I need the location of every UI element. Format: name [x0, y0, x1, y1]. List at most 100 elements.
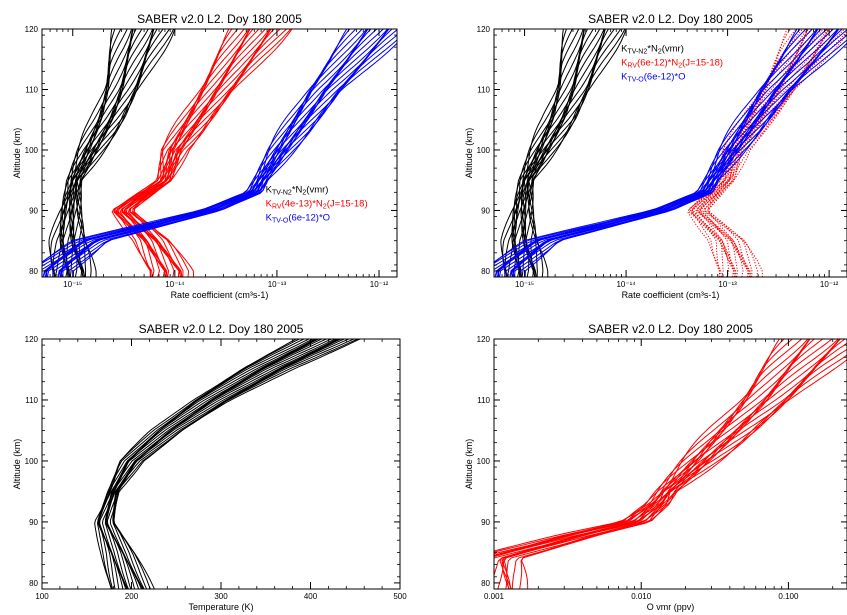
x-tick-label: 500: [393, 592, 407, 601]
y-tick-label: 120: [477, 335, 491, 344]
legend-entry: KTV-N2*N2(vmr): [266, 185, 329, 197]
series-line: [69, 29, 154, 277]
series-line: [121, 29, 272, 277]
x-tick-label: 10⁻¹⁵: [63, 280, 82, 289]
y-tick-label: 100: [25, 146, 39, 155]
series-line: [687, 29, 788, 277]
series-group: [494, 29, 847, 277]
x-axis-label: Rate coefficient (cm³s-1): [171, 290, 269, 300]
series-line: [692, 29, 803, 277]
x-tick-label: 0.001: [484, 592, 505, 601]
y-tick-label: 120: [477, 25, 491, 34]
x-tick-label: 200: [125, 592, 139, 601]
series-line: [62, 29, 137, 277]
series-line: [114, 29, 250, 277]
series-line: [115, 29, 250, 277]
series-line: [526, 29, 622, 277]
y-tick-label: 80: [481, 267, 490, 276]
series-line: [499, 339, 841, 589]
series-line: [506, 29, 580, 277]
series-line: [75, 29, 170, 277]
series-line: [75, 29, 175, 277]
series-line: [122, 29, 271, 277]
series-line: [519, 354, 847, 589]
y-tick-label: 110: [477, 396, 490, 405]
series-line: [69, 29, 149, 277]
series-line: [98, 339, 310, 589]
series-line: [524, 42, 847, 277]
series-line: [67, 39, 397, 277]
series-line: [494, 29, 801, 263]
x-tick-label: 10⁻¹³: [268, 280, 287, 289]
series-line: [514, 29, 588, 277]
chart-panel-1: SABER v2.0 L2. Doy 180 2005 80 90 100 110 120…: [12, 12, 398, 300]
x-tick-label: 400: [304, 592, 318, 601]
series-line: [697, 29, 829, 277]
series-line: [494, 339, 810, 557]
chart-panel-2: SABER v2.0 L2. Doy 180 2005 80 90 100 110 120…: [464, 12, 847, 300]
legend-entry: KTV-O(6e-12)*O: [266, 213, 330, 225]
series-line: [501, 339, 840, 589]
series-line: [693, 29, 797, 277]
chart-title: SABER v2.0 L2. Doy 180 2005: [588, 12, 753, 26]
plot-frame: [41, 28, 398, 278]
series-line: [54, 29, 128, 277]
chart-panel-3: SABER v2.0 L2. Doy 180 2005 80 90 100 110 120…: [12, 322, 407, 612]
x-tick-label: 0.100: [778, 592, 799, 601]
series-line: [520, 29, 606, 277]
series-line: [113, 339, 350, 589]
series-line: [69, 29, 154, 277]
series-line: [512, 29, 585, 277]
series-line: [68, 29, 155, 277]
x-tick-label: 10⁻¹⁴: [616, 280, 636, 289]
series-line: [688, 29, 809, 277]
series-line: [133, 29, 281, 277]
series-line: [76, 29, 176, 277]
plot-frame: [493, 338, 847, 590]
x-axis-label: Rate coefficient (cm³s-1): [622, 290, 720, 300]
y-tick-label: 90: [481, 518, 490, 527]
y-tick-label: 80: [29, 579, 38, 588]
series-line: [528, 29, 615, 277]
series-line: [501, 339, 846, 589]
x-tick-label: 10⁻¹³: [718, 280, 737, 289]
x-tick-label: 300: [214, 592, 228, 601]
series-line: [511, 29, 585, 277]
series-line: [528, 29, 627, 277]
series-line: [130, 29, 292, 277]
x-tick-label: 10⁻¹²: [370, 280, 389, 289]
series-line: [113, 339, 355, 589]
legend-entry: KRV(6e-12)*N2(J=15-18): [621, 57, 723, 69]
series-line: [527, 29, 626, 277]
y-tick-label: 100: [477, 457, 491, 466]
series-line: [511, 29, 584, 277]
series-line: [97, 339, 316, 589]
series-line: [494, 339, 815, 557]
series-line: [701, 29, 818, 277]
series-line: [497, 339, 839, 589]
x-axis-label: Temperature (K): [188, 602, 253, 612]
x-tick-label: 100: [35, 592, 49, 601]
x-tick-label: 0.010: [631, 592, 652, 601]
chart-title: SABER v2.0 L2. Doy 180 2005: [139, 322, 304, 336]
series-line: [98, 339, 305, 589]
legend-entry: KTV-O(6e-12)*O: [621, 71, 685, 83]
series-line: [494, 339, 811, 556]
series-group: [42, 29, 397, 277]
legend-entry: KRV(4e-13)*N2(J=15-18): [266, 199, 368, 211]
plot-frame: [41, 338, 401, 590]
x-tick-label: 10⁻¹²: [820, 280, 839, 289]
series-line: [704, 30, 847, 277]
y-tick-label: 80: [29, 267, 38, 276]
series-line: [518, 29, 594, 277]
y-tick-label: 120: [25, 25, 39, 34]
series-line: [698, 29, 830, 277]
series-line: [116, 29, 245, 277]
series-line: [106, 339, 327, 589]
y-tick-label: 110: [25, 85, 38, 94]
series-line: [112, 339, 345, 589]
chart-title: SABER v2.0 L2. Doy 180 2005: [137, 12, 302, 26]
y-tick-label: 100: [477, 146, 491, 155]
series-line: [123, 29, 271, 277]
